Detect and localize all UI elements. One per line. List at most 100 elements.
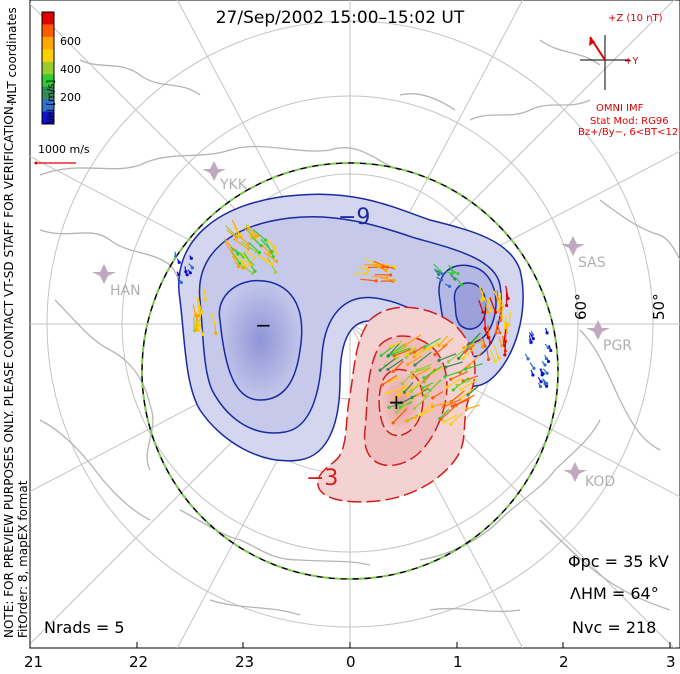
velocity-vector bbox=[462, 346, 476, 359]
velocity-vector bbox=[261, 243, 271, 254]
vector-origin bbox=[203, 297, 207, 302]
vector-origin bbox=[532, 366, 536, 370]
vector-origin bbox=[410, 375, 414, 379]
vector-origin bbox=[437, 344, 441, 348]
velocity-vector bbox=[450, 390, 465, 403]
vector-origin bbox=[389, 344, 393, 348]
vector-origin bbox=[212, 321, 217, 325]
velocity-vector bbox=[403, 381, 414, 393]
imf-clock-dial bbox=[580, 35, 630, 90]
vector-origin bbox=[480, 345, 484, 349]
velocity-vector bbox=[226, 229, 238, 239]
velocity-vector bbox=[445, 361, 463, 368]
velocity-vector bbox=[460, 379, 478, 390]
vector-origin bbox=[544, 356, 548, 361]
vector-origin bbox=[391, 369, 395, 373]
vector-origin bbox=[264, 238, 268, 242]
velocity-vector bbox=[459, 387, 476, 400]
vector-origin bbox=[255, 234, 259, 238]
vector-origin bbox=[445, 385, 449, 389]
vector-origin bbox=[391, 421, 395, 425]
mlt-tick-22: 22 bbox=[129, 653, 149, 671]
velocity-vector bbox=[371, 275, 387, 279]
mlt-tick-23: 23 bbox=[235, 653, 255, 671]
vector-origin bbox=[545, 381, 549, 386]
velocity-vector bbox=[444, 370, 463, 378]
vector-origin bbox=[241, 266, 245, 270]
vector-origin bbox=[404, 419, 408, 423]
vector-origin bbox=[451, 388, 455, 392]
velocity-vector bbox=[465, 363, 483, 370]
vector-origin bbox=[385, 391, 389, 395]
colorbar-tick-600: 600 bbox=[60, 35, 81, 48]
vector-origin bbox=[386, 367, 390, 372]
imf-stat-model: Stat Mod: RG96 bbox=[590, 116, 669, 127]
map-title: 27/Sep/2002 15:00–15:02 UT bbox=[215, 8, 465, 28]
vector-origin bbox=[453, 277, 457, 281]
vector-origin bbox=[485, 310, 490, 315]
velocity-vector bbox=[199, 323, 204, 335]
velocity-vector bbox=[235, 232, 250, 245]
velocity-vector bbox=[432, 400, 453, 408]
velocity-vector bbox=[432, 366, 444, 374]
vector-origin bbox=[253, 269, 257, 273]
contour-label-neg9: −9 bbox=[338, 205, 371, 230]
velocity-vector bbox=[388, 341, 402, 357]
velocity-vector bbox=[499, 305, 503, 321]
vector-origin bbox=[238, 233, 242, 237]
vector-origin bbox=[179, 280, 183, 285]
velocity-vector bbox=[234, 248, 244, 258]
vector-origin bbox=[506, 296, 510, 301]
velocity-vector bbox=[450, 370, 469, 380]
vector-origin bbox=[431, 396, 435, 400]
velocity-colorbar bbox=[41, 11, 55, 125]
vector-origin bbox=[546, 359, 551, 364]
colorbar-cell bbox=[42, 61, 54, 75]
vector-origin bbox=[440, 272, 444, 276]
velocity-vector bbox=[203, 289, 206, 300]
velocity-vector bbox=[438, 353, 457, 362]
vector-origin bbox=[385, 265, 389, 269]
vector-origin bbox=[494, 310, 498, 314]
vector-origin bbox=[493, 359, 497, 363]
vector-origin bbox=[439, 417, 443, 421]
vector-origin bbox=[393, 265, 397, 269]
vector-origin bbox=[251, 262, 255, 267]
vector-origin bbox=[481, 310, 485, 314]
vector-origin bbox=[465, 407, 469, 411]
vector-origin bbox=[449, 377, 453, 381]
velocity-vector bbox=[443, 337, 454, 347]
coordinates-label: MLT coordinates bbox=[5, 7, 19, 104]
velocity-vector bbox=[192, 304, 197, 316]
velocity-vector bbox=[495, 320, 498, 334]
velocity-vector bbox=[499, 299, 503, 312]
vector-origin bbox=[384, 268, 388, 273]
velocity-vector bbox=[456, 379, 472, 386]
vector-origin bbox=[422, 376, 426, 380]
velocity-vector bbox=[240, 240, 257, 253]
vector-origin bbox=[489, 308, 493, 313]
vector-origin bbox=[498, 318, 503, 323]
velocity-vector bbox=[448, 350, 464, 363]
vector-origin bbox=[544, 384, 549, 388]
velocity-vector bbox=[405, 347, 417, 358]
velocity-vector bbox=[353, 272, 367, 275]
vector-origin bbox=[446, 360, 451, 364]
velocity-vector bbox=[382, 375, 397, 386]
velocity-vector bbox=[211, 313, 216, 324]
vector-origin bbox=[420, 386, 425, 390]
velocity-vector bbox=[480, 336, 483, 348]
velocity-vector bbox=[483, 327, 492, 343]
velocity-vector bbox=[493, 290, 500, 304]
velocity-vector bbox=[381, 277, 394, 281]
preview-note: NOTE: FOR PREVIEW PURPOSES ONLY. PLEASE … bbox=[2, 102, 16, 638]
phi-pc-readout: Φpc = 35 kV bbox=[568, 552, 669, 571]
velocity-vector bbox=[390, 341, 402, 347]
velocity-vector bbox=[466, 404, 480, 410]
vector-origin bbox=[442, 405, 446, 409]
vector-origin bbox=[190, 266, 194, 270]
velocity-vector bbox=[197, 296, 203, 313]
vector-origin bbox=[442, 420, 446, 424]
colorbar-cell bbox=[42, 49, 54, 63]
velocity-vector bbox=[421, 402, 434, 415]
